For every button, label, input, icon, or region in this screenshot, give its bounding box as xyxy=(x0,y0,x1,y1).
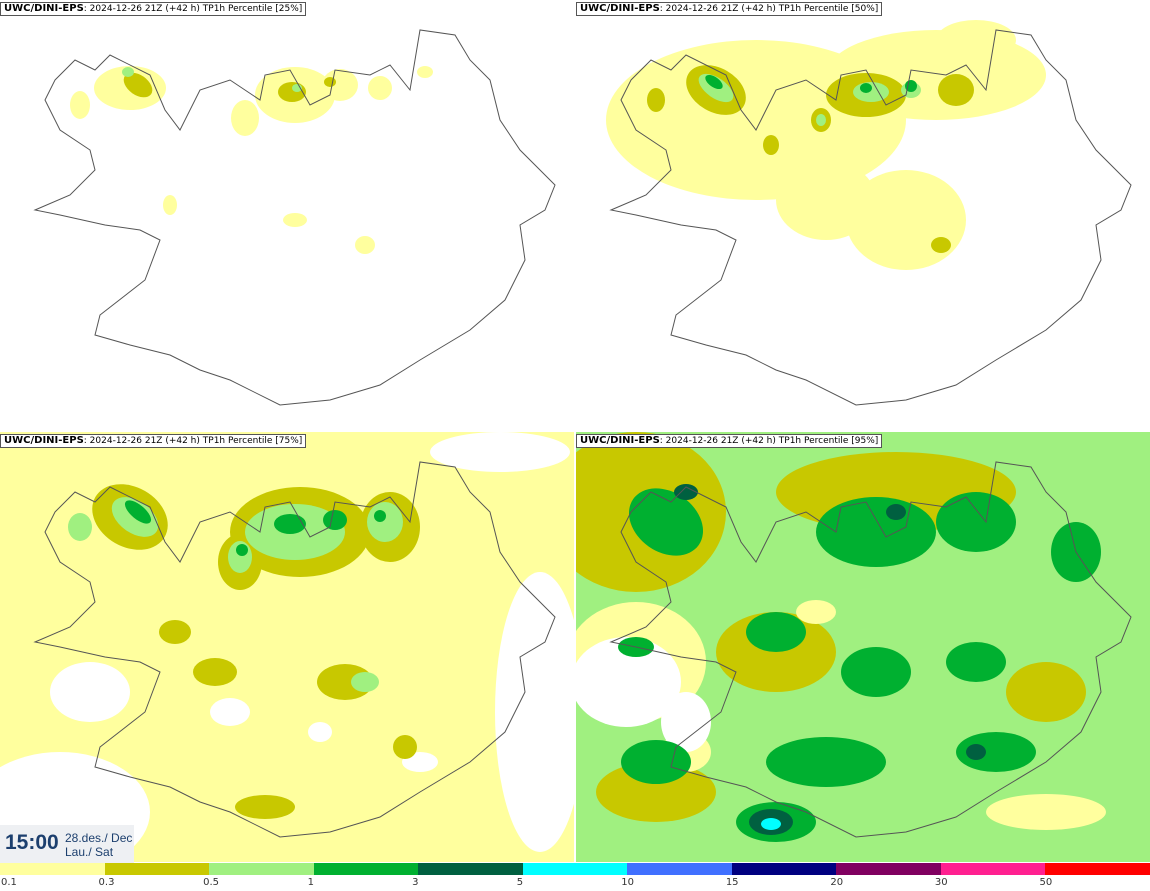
valid-date-line1: 28.des./ Dec xyxy=(65,831,133,845)
precip-field xyxy=(70,66,433,254)
panel-title: UWC/DINI-EPS: 2024-12-26 21Z (+42 h) TP1… xyxy=(576,2,883,16)
map-panel-p25: UWC/DINI-EPS: 2024-12-26 21Z (+42 h) TP1… xyxy=(0,0,574,431)
coastline xyxy=(609,29,1132,406)
precip-map-p75 xyxy=(0,432,574,862)
legend-tick: 30 xyxy=(934,877,948,888)
legend-swatch xyxy=(627,863,733,875)
legend-swatch xyxy=(731,863,838,875)
valid-time-box: 15:00 28.des./ Dec Lau./ Sat xyxy=(0,825,134,863)
legend-tick: 3 xyxy=(412,877,419,888)
map-panel-p95: UWC/DINI-EPS: 2024-12-26 21Z (+42 h) TP1… xyxy=(576,432,1150,862)
legend-swatch xyxy=(313,863,420,875)
legend-tick: 5 xyxy=(516,877,524,888)
legend-tick: 0.5 xyxy=(203,877,219,888)
coastline xyxy=(33,29,556,406)
valid-date-line2: Lau./ Sat xyxy=(65,845,114,859)
panel-title: UWC/DINI-EPS: 2024-12-26 21Z (+42 h) TP1… xyxy=(0,434,307,448)
legend-tick: 10 xyxy=(621,877,634,888)
legend-swatch xyxy=(104,863,211,875)
map-panel-p50: UWC/DINI-EPS: 2024-12-26 21Z (+42 h) TP1… xyxy=(576,0,1150,431)
legend-swatch xyxy=(418,863,524,875)
valid-time: 15:00 xyxy=(5,831,59,854)
precip-field xyxy=(606,20,1046,270)
legend-swatch xyxy=(522,863,629,875)
legend-tick: 0.1 xyxy=(1,877,17,888)
legend-tick: 0.3 xyxy=(98,877,115,888)
legend-tick: 15 xyxy=(725,877,739,888)
precip-map-p25 xyxy=(33,29,556,406)
panel-title: UWC/DINI-EPS: 2024-12-26 21Z (+42 h) TP1… xyxy=(0,2,307,16)
legend-tick: 20 xyxy=(830,877,844,888)
legend-swatch xyxy=(0,863,106,875)
precip-map-p95 xyxy=(576,432,1150,862)
map-panel-p75: UWC/DINI-EPS: 2024-12-26 21Z (+42 h) TP1… xyxy=(0,432,574,862)
precip-field-darkgreen xyxy=(124,500,386,556)
legend-swatch xyxy=(209,863,315,875)
legend-tick: 1 xyxy=(307,877,314,888)
precip-map-p50 xyxy=(606,20,1132,406)
legend-tick: 50 xyxy=(1039,877,1053,888)
color-legend: 0.1 0.3 0.5 1 3 5 10 15 20 30 50 xyxy=(0,863,1150,891)
legend-swatch xyxy=(836,863,942,875)
coastline xyxy=(609,461,1132,838)
coastline xyxy=(33,461,556,838)
precip-field-cyan xyxy=(761,818,781,830)
legend-swatch xyxy=(940,863,1047,875)
precip-field-dry xyxy=(576,637,711,752)
valid-date: 28.des./ Dec Lau./ Sat xyxy=(65,831,132,859)
panel-title: UWC/DINI-EPS: 2024-12-26 21Z (+42 h) TP1… xyxy=(576,434,883,448)
precip-field-olive xyxy=(123,72,336,102)
legend-swatch xyxy=(1045,863,1150,875)
